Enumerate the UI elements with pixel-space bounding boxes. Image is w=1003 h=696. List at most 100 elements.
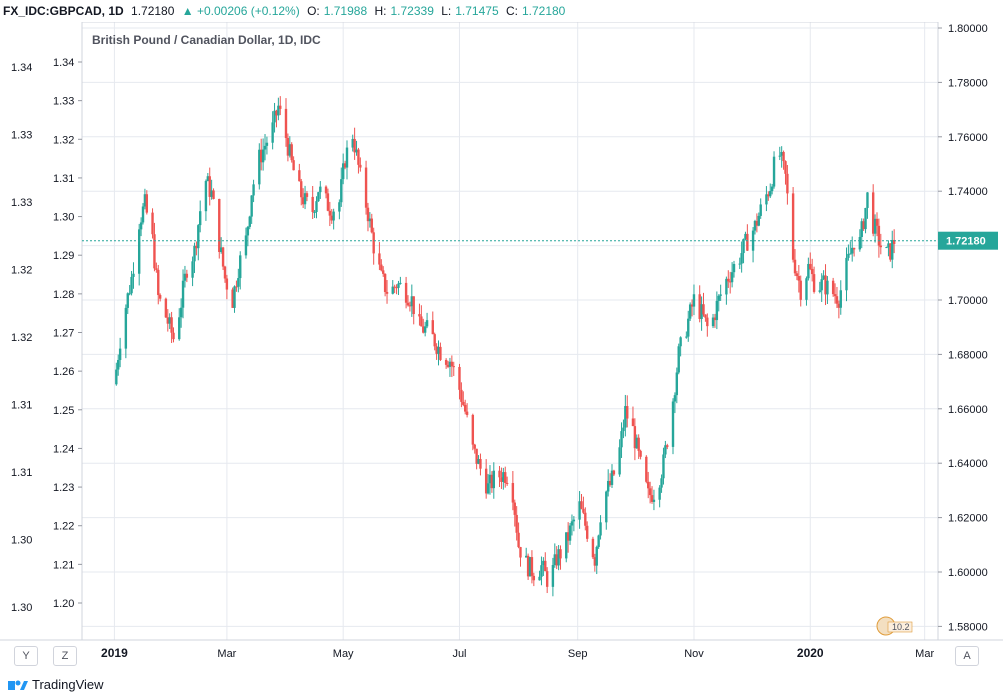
candle-body bbox=[702, 304, 705, 315]
candle-body bbox=[383, 273, 387, 292]
candle-body bbox=[395, 287, 398, 289]
symbol-name[interactable]: FX_IDC:GBPCAD, 1D bbox=[3, 4, 124, 18]
right-axis-label: 1.62000 bbox=[948, 513, 988, 525]
candle-body bbox=[730, 272, 734, 283]
candle-body bbox=[465, 411, 469, 415]
candle-body bbox=[124, 307, 128, 349]
candle-body bbox=[864, 207, 867, 230]
left-axis-label: 1.30 bbox=[11, 602, 32, 614]
candle-body bbox=[315, 201, 318, 213]
candle-body bbox=[277, 105, 280, 116]
candle-body bbox=[303, 193, 307, 205]
candle-body bbox=[799, 280, 802, 300]
candle-body bbox=[593, 557, 597, 566]
candle-body bbox=[852, 247, 856, 250]
candle-body bbox=[860, 221, 863, 238]
candlestick-chart[interactable]: 1.800001.780001.760001.740001.720001.700… bbox=[0, 22, 1003, 674]
candle-body bbox=[492, 470, 495, 489]
candle-body bbox=[431, 320, 434, 335]
mid-axis-label: 1.26 bbox=[53, 366, 74, 378]
high-value: 1.72339 bbox=[390, 4, 434, 18]
candle-body bbox=[608, 480, 612, 485]
candle-body bbox=[742, 238, 745, 254]
candle-body bbox=[132, 273, 135, 277]
candle-body bbox=[757, 215, 760, 226]
candle-body bbox=[385, 291, 389, 294]
candle-body bbox=[679, 337, 682, 347]
candle-body bbox=[591, 538, 595, 558]
candle-body bbox=[444, 359, 448, 365]
candle-body bbox=[324, 186, 328, 194]
candle-body bbox=[340, 179, 343, 203]
candle-body bbox=[128, 293, 131, 295]
y-axis-toggle-button[interactable]: Y bbox=[14, 646, 38, 666]
mid-axis-label: 1.25 bbox=[53, 405, 74, 417]
candle-body bbox=[797, 276, 801, 281]
z-axis-toggle-button[interactable]: Z bbox=[53, 646, 77, 666]
auto-scale-button[interactable]: A bbox=[955, 646, 979, 666]
candle-body bbox=[648, 488, 652, 496]
candle-body bbox=[288, 144, 292, 156]
candle-body bbox=[210, 190, 213, 197]
candle-body bbox=[647, 481, 650, 489]
tradingview-logo[interactable]: TradingView bbox=[8, 677, 104, 692]
candle-body bbox=[677, 346, 680, 373]
candle-body bbox=[725, 278, 728, 295]
candle-body bbox=[637, 437, 640, 451]
left-axis-label: 1.33 bbox=[11, 130, 32, 142]
candle-body bbox=[326, 193, 330, 211]
candle-body bbox=[298, 170, 301, 182]
candle-body bbox=[239, 255, 242, 279]
candle-body bbox=[500, 477, 503, 482]
candle-body bbox=[498, 470, 501, 478]
candle-body bbox=[610, 470, 614, 485]
candle-body bbox=[488, 474, 492, 484]
candle-body bbox=[717, 295, 720, 301]
candle-body bbox=[435, 346, 438, 354]
candle-body bbox=[450, 361, 454, 367]
candle-body bbox=[551, 565, 555, 587]
candle-body bbox=[553, 554, 557, 566]
candle-body bbox=[715, 300, 719, 321]
candle-body bbox=[772, 156, 776, 187]
candle-body bbox=[404, 282, 408, 303]
candle-body bbox=[866, 192, 869, 208]
candle-body bbox=[439, 346, 442, 360]
candle-body bbox=[273, 110, 276, 123]
candle-body bbox=[418, 314, 421, 317]
candle-body bbox=[284, 108, 288, 139]
candle-body bbox=[538, 576, 541, 581]
candle-body bbox=[570, 521, 574, 526]
candle-body bbox=[688, 304, 692, 319]
candle-body bbox=[172, 332, 175, 340]
candle-body bbox=[145, 194, 149, 213]
mid-axis-label: 1.32 bbox=[53, 134, 74, 146]
candle-body bbox=[328, 210, 332, 216]
candle-body bbox=[892, 239, 896, 244]
candle-body bbox=[879, 245, 883, 248]
candle-body bbox=[778, 155, 781, 157]
candle-body bbox=[204, 180, 208, 212]
candle-body bbox=[446, 364, 450, 367]
candle-body bbox=[370, 218, 373, 233]
candle-body bbox=[301, 197, 305, 205]
candle-body bbox=[555, 554, 558, 566]
candle-body bbox=[889, 243, 892, 260]
candle-body bbox=[341, 163, 345, 180]
candle-body bbox=[332, 211, 335, 221]
candle-body bbox=[252, 184, 255, 196]
candle-body bbox=[658, 487, 661, 500]
candle-body bbox=[652, 499, 656, 502]
mid-axis-label: 1.23 bbox=[53, 482, 74, 494]
candle-body bbox=[599, 522, 602, 536]
candle-body bbox=[711, 317, 715, 327]
candle-body bbox=[166, 317, 169, 324]
candle-body bbox=[286, 138, 290, 156]
mid-axis-label: 1.21 bbox=[53, 559, 74, 571]
candle-body bbox=[505, 482, 509, 484]
candle-body bbox=[225, 278, 229, 290]
candle-body bbox=[265, 142, 269, 146]
candle-body bbox=[185, 273, 189, 278]
mid-axis-label: 1.28 bbox=[53, 289, 74, 301]
footer-bar: TradingView bbox=[0, 674, 1003, 696]
